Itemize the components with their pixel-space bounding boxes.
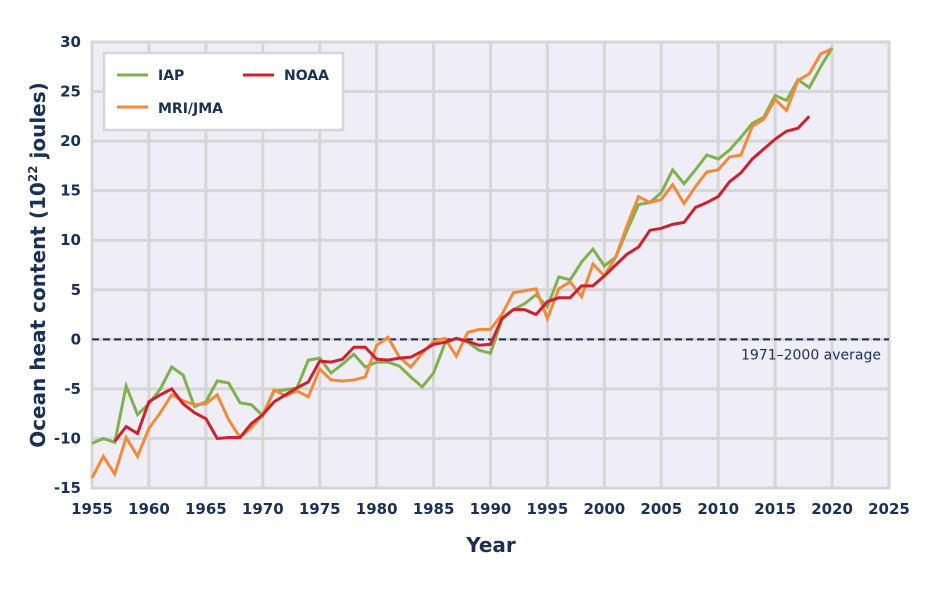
x-tick-label: 1980 [356, 500, 398, 518]
x-tick-label: 2010 [697, 500, 739, 518]
y-tick-label: 30 [60, 33, 81, 51]
data-series [90, 47, 834, 479]
series-mri-jma [90, 47, 833, 479]
x-tick-label: 1965 [185, 500, 227, 518]
series-line [113, 115, 811, 443]
x-tick-label: 1995 [527, 500, 569, 518]
legend-label-noaa: NOAA [284, 68, 329, 84]
x-tick-label: 2025 [868, 500, 910, 518]
y-tick-label: 15 [60, 182, 81, 200]
y-tick-label: -10 [54, 429, 81, 447]
x-tick-label: 1970 [242, 500, 284, 518]
x-tick-label: 1975 [299, 500, 341, 518]
x-axis-ticks: 1955 1960 1965 1970 1975 1980 1985 1990 1995 2000… [71, 500, 910, 518]
y-axis-title: Ocean heat content (1022 joules) [26, 82, 50, 448]
legend-label-iap: IAP [158, 68, 184, 84]
y-axis-title-suffix: joules) [26, 82, 50, 165]
y-axis-title-superscript: 22 [26, 165, 40, 182]
legend-label-mri-jma: MRI/JMA [158, 101, 223, 117]
legend: IAP NOAA MRI/JMA [102, 51, 345, 132]
x-tick-label: 2020 [811, 500, 853, 518]
x-tick-label: 1990 [470, 500, 512, 518]
x-tick-label: 1985 [413, 500, 455, 518]
y-tick-label: -15 [54, 479, 81, 497]
x-axis-title: Year [465, 533, 516, 557]
y-tick-label: -5 [64, 380, 81, 398]
y-tick-label: 10 [60, 231, 81, 249]
y-tick-label: 25 [60, 83, 81, 101]
y-tick-label: 20 [60, 132, 81, 150]
x-tick-label: 1955 [71, 500, 113, 518]
series-line [90, 47, 833, 479]
plot-border [90, 40, 891, 490]
x-tick-label: 2015 [754, 500, 796, 518]
x-tick-label: 1960 [128, 500, 170, 518]
y-axis-ticks: -15 -10 -5 0 5 10 15 20 25 30 [54, 33, 81, 497]
y-tick-label: 5 [71, 281, 81, 299]
y-tick-label: 0 [71, 330, 81, 348]
x-tick-label: 2005 [640, 500, 682, 518]
y-axis-title-main: Ocean heat content (10 [26, 182, 50, 448]
x-tick-label: 2000 [583, 500, 625, 518]
average-reference-label: 1971–2000 average [741, 347, 881, 363]
legend-box [102, 51, 345, 132]
series-noaa [113, 115, 811, 443]
